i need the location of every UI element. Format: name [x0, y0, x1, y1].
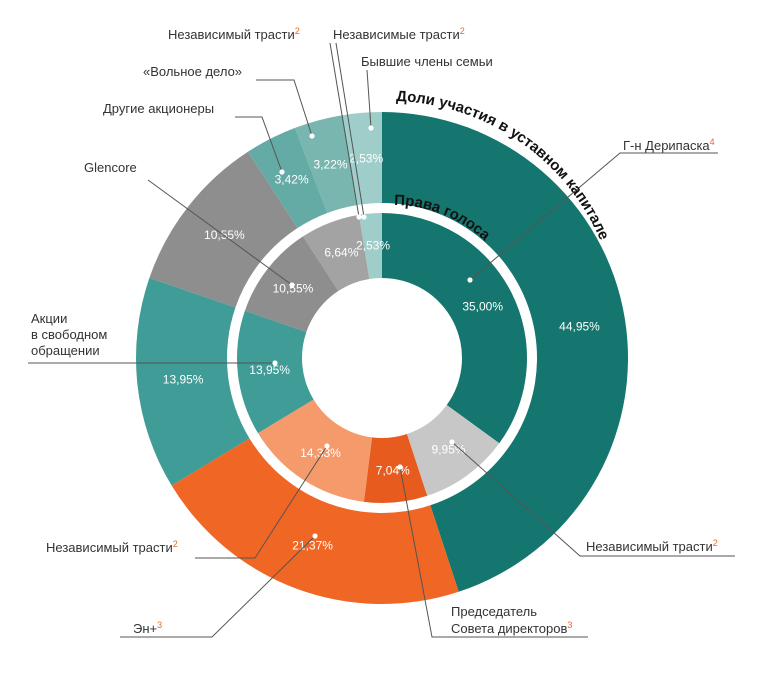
outer-slice-free_float — [136, 277, 250, 486]
callout-glencore: Glencore — [84, 160, 137, 175]
leader-family-dot — [368, 125, 374, 131]
inner-slice-free_float — [237, 310, 314, 434]
leader-glencore-dot — [289, 282, 295, 288]
callout-free-float: Акции в свободном обращении — [31, 311, 111, 358]
inner-slice-deripaska — [382, 213, 527, 444]
callout-chairman: Председатель Совета директоров3 — [451, 604, 572, 636]
callout-volnoe-delo: «Вольное дело» — [143, 64, 242, 79]
leader-deripaska-dot — [467, 277, 473, 283]
outer-value-label-other_shareholders: 3,42% — [275, 173, 309, 187]
outer-value-label-deripaska: 44,95% — [559, 319, 600, 333]
leader-independent-trust-right — [451, 441, 735, 557]
outer-value-label-en_plus: 21,37% — [292, 539, 333, 553]
leader-independent-trusts-top-dot — [361, 214, 367, 220]
leader-other-shareholders — [235, 116, 283, 173]
leader-en-plus-dot — [312, 533, 318, 539]
inner-value-label-free_float: 13,95% — [249, 363, 290, 377]
inner-slice-family — [359, 213, 382, 280]
outer-value-label-volnoe_delo: 3,22% — [314, 158, 348, 172]
leader-glencore — [147, 179, 293, 286]
outer-slice-deripaska — [382, 112, 628, 592]
outer-slice-glencore — [149, 151, 298, 308]
leader-independent-trust-right-dot — [449, 439, 455, 445]
slice-value-labels: 44,95%21,37%13,95%10,55%3,42%3,22% 2,53%3… — [163, 152, 600, 553]
leader-chairman — [399, 466, 588, 638]
leader-en-plus — [120, 535, 316, 638]
outer-ring-capital-shares — [136, 112, 628, 604]
inner-value-label-trust_grey: 9,95% — [432, 442, 466, 456]
outer-value-label-glencore: 10,55% — [204, 228, 245, 242]
leader-volnoe-delo-dot — [309, 133, 315, 139]
callout-independent-trust-right: Независимый трасти2 — [586, 538, 718, 554]
inner-value-label-chairman: 7,04% — [376, 463, 410, 477]
inner-slice-chairman — [363, 434, 428, 503]
outer-slice-en_plus — [171, 438, 459, 604]
outer-value-label-free_float: 13,95% — [163, 372, 204, 386]
leader-independent-trust-left — [195, 445, 328, 559]
leader-independent-trust-top — [329, 42, 360, 218]
outer-value-label-family: 2,53% — [349, 152, 383, 166]
outer-slice-family — [343, 112, 382, 205]
callout-leader-lines — [28, 42, 735, 638]
inner-slice-trust_grey — [406, 405, 500, 496]
leader-independent-trust-top-dot — [356, 214, 362, 220]
callout-deripaska: Г-н Дерипаска4 — [623, 137, 715, 153]
inner-slice-independent_trust_orange — [258, 399, 372, 502]
inner-value-label-independent_trust_orange: 14,33% — [300, 446, 341, 460]
callout-independent-trust-left: Независимый трасти2 — [46, 539, 178, 555]
callout-en-plus: Эн+3 — [133, 620, 162, 636]
leader-volnoe-delo — [256, 79, 313, 137]
inner-slice-trusts_small — [302, 214, 370, 291]
leader-deripaska — [469, 152, 718, 281]
inner-value-label-deripaska: 35,00% — [462, 300, 503, 314]
leader-free-float-dot — [272, 360, 278, 366]
leader-independent-trusts-top — [335, 42, 365, 218]
callout-family: Бывшие члены семьи — [361, 54, 493, 69]
inner-ring-voting-rights — [237, 213, 527, 503]
inner-value-label-glencore: 10,55% — [273, 281, 314, 295]
outer-slice-other_shareholders — [247, 127, 328, 229]
callout-independent-trust-top: Независимый трасти2 — [168, 26, 300, 42]
inner-value-label-trusts_small: 6,64% — [324, 246, 358, 260]
outer-slice-volnoe_delo — [295, 115, 358, 214]
callout-independent-trusts-top: Независимые трасти2 — [333, 26, 465, 42]
leader-family — [366, 69, 372, 129]
leader-other-shareholders-dot — [279, 169, 285, 175]
leader-independent-trust-left-dot — [324, 443, 330, 449]
callout-other-shareholders: Другие акционеры — [103, 101, 214, 116]
leader-chairman-dot — [397, 464, 403, 470]
inner-value-label-family: 2,53% — [356, 238, 390, 252]
